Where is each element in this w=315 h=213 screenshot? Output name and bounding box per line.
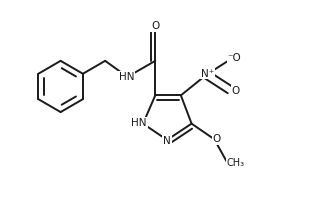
Text: O: O (231, 86, 240, 96)
Text: O: O (212, 134, 220, 144)
Text: O: O (151, 21, 159, 31)
Text: N: N (163, 136, 171, 146)
Text: ⁻O: ⁻O (227, 53, 241, 63)
Text: CH₃: CH₃ (226, 158, 244, 168)
Text: HN: HN (118, 72, 134, 82)
Text: N⁺: N⁺ (201, 69, 214, 79)
Text: HN: HN (131, 118, 147, 128)
